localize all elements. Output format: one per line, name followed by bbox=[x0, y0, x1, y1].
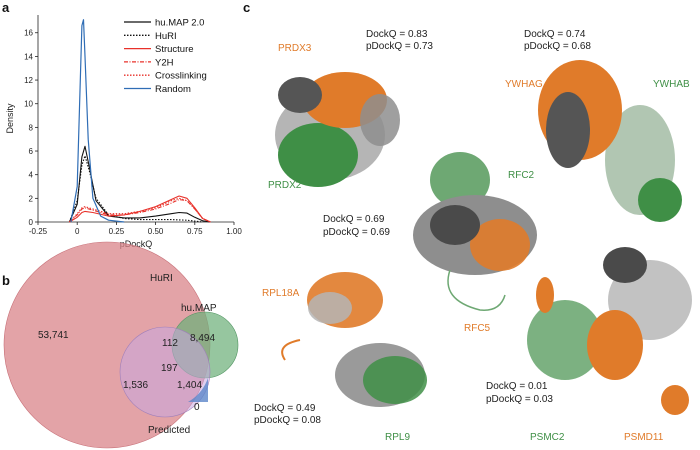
x-tick-label: 1.00 bbox=[226, 227, 242, 236]
structure-rfc5-rfc2: RFC2 RFC5 DockQ = 0.69 pDockQ = 0.69 bbox=[323, 152, 537, 334]
protein-chain-a bbox=[470, 219, 530, 271]
structure-dockq-1: DockQ = 0.83 bbox=[366, 29, 428, 40]
chart-lines bbox=[68, 19, 211, 223]
structure-label-psmd11: PSMD11 bbox=[624, 432, 664, 443]
structure-label-ywhab: YWHAB bbox=[653, 79, 690, 90]
protein-chain-a bbox=[587, 310, 643, 380]
y-tick-label: 16 bbox=[24, 29, 33, 38]
density-chart: -0.25 0 0.25 0.50 0.75 1.000246810121416pDock… bbox=[5, 15, 242, 249]
protein-chain-b bbox=[638, 178, 682, 222]
chart-axes: -0.25 0 0.25 0.50 0.75 1.000246810121416pDock… bbox=[5, 15, 242, 249]
y-tick-label: 6 bbox=[29, 147, 34, 156]
protein-chain-b bbox=[278, 123, 358, 187]
protein-chain-b bbox=[430, 152, 490, 208]
structure-psmd11-psmc2: PSMC2 PSMD11 DockQ = 0.01 pDockQ = 0.03 bbox=[486, 247, 692, 443]
venn-circle-predicted bbox=[119, 326, 211, 418]
x-axis-label: pDockQ bbox=[120, 239, 153, 249]
structure-label-prdx2: PRDX2 bbox=[268, 180, 302, 191]
series-line-random bbox=[70, 19, 125, 223]
panel-letter-a: a bbox=[2, 0, 10, 15]
venn-region-pred-only bbox=[188, 378, 208, 402]
structure-pdockq-4: pDockQ = 0.08 bbox=[254, 415, 321, 426]
legend-label: Y2H bbox=[155, 57, 174, 68]
venn-label-predicted: Predicted bbox=[148, 425, 190, 436]
series-line-crosslinking bbox=[68, 197, 211, 223]
venn-label-huri: HuRI bbox=[150, 273, 173, 284]
venn-count-huri-only: 53,741 bbox=[38, 330, 69, 341]
legend-label: Random bbox=[155, 84, 191, 95]
legend-label: Crosslinking bbox=[155, 71, 207, 82]
protein-chain-a-helix-2 bbox=[536, 277, 554, 313]
y-tick-label: 4 bbox=[29, 171, 34, 180]
protein-chain-dark bbox=[430, 205, 480, 245]
structure-ywhag-ywhab: YWHAG YWHAB DockQ = 0.74 pDockQ = 0.68 bbox=[505, 29, 690, 222]
structure-dockq-5: DockQ = 0.01 bbox=[486, 381, 548, 392]
structure-dockq-3: DockQ = 0.69 bbox=[323, 214, 385, 225]
structure-dockq-2: DockQ = 0.74 bbox=[524, 29, 586, 40]
structure-rpl18a-rpl9: RPL18A RPL9 DockQ = 0.49 pDockQ = 0.08 bbox=[254, 272, 427, 443]
protein-chain-dark bbox=[278, 77, 322, 113]
protein-chain-b bbox=[527, 300, 603, 380]
y-tick-label: 0 bbox=[29, 218, 34, 227]
structure-pdockq-3: pDockQ = 0.69 bbox=[323, 227, 390, 238]
y-tick-label: 12 bbox=[24, 76, 33, 85]
legend-label: Structure bbox=[155, 44, 194, 55]
structure-label-rfc2: RFC2 bbox=[508, 170, 535, 181]
y-tick-label: 14 bbox=[24, 52, 33, 61]
x-tick-label: -0.25 bbox=[29, 227, 48, 236]
protein-chain-b bbox=[363, 356, 427, 404]
structure-label-rpl9: RPL9 bbox=[385, 432, 410, 443]
y-tick-label: 2 bbox=[29, 194, 34, 203]
structure-prdx3-prdx2: PRDX3 PRDX2 DockQ = 0.83 pDockQ = 0.73 bbox=[268, 29, 433, 191]
venn-diagram: HuRI hu.MAP Predicted 53,741 8,494 112 1… bbox=[3, 241, 239, 449]
y-tick-label: 8 bbox=[29, 123, 34, 132]
structure-label-prdx3: PRDX3 bbox=[278, 43, 312, 54]
protein-chain-grey bbox=[308, 292, 352, 324]
structure-label-psmc2: PSMC2 bbox=[530, 432, 565, 443]
structure-label-rpl18a: RPL18A bbox=[262, 288, 300, 299]
panel-letter-b: b bbox=[2, 273, 10, 288]
protein-chain-dark bbox=[603, 247, 647, 283]
x-tick-label: 0.25 bbox=[109, 227, 125, 236]
structure-dockq-4: DockQ = 0.49 bbox=[254, 403, 316, 414]
protein-chain-a-helix bbox=[661, 385, 689, 415]
structure-label-rfc5: RFC5 bbox=[464, 323, 491, 334]
series-line-hu-map-2-0 bbox=[68, 145, 211, 223]
structure-pdockq-5: pDockQ = 0.03 bbox=[486, 394, 553, 405]
protein-loop bbox=[447, 269, 506, 311]
protein-chain-dark bbox=[546, 92, 590, 168]
venn-count-pred-only: 0 bbox=[194, 402, 200, 413]
structure-label-ywhag: YWHAG bbox=[505, 79, 543, 90]
legend-label: HuRI bbox=[155, 31, 177, 42]
y-tick-label: 10 bbox=[24, 100, 33, 109]
venn-count-huri-pred: 1,536 bbox=[123, 380, 148, 391]
x-tick-label: 0 bbox=[75, 227, 80, 236]
protein-chain-grey-2 bbox=[360, 94, 400, 146]
y-axis-label: Density bbox=[5, 103, 15, 134]
chart-legend: hu.MAP 2.0 HuRI Structure Y2H Crosslinking Ra… bbox=[124, 18, 207, 95]
venn-count-humap-only: 8,494 bbox=[190, 333, 215, 344]
x-tick-label: 0.50 bbox=[148, 227, 164, 236]
venn-count-humap-pred: 1,404 bbox=[177, 380, 202, 391]
series-line-y2h bbox=[69, 198, 211, 223]
panel-letter-c: c bbox=[243, 0, 250, 15]
structure-pdockq-1: pDockQ = 0.73 bbox=[366, 41, 433, 52]
venn-count-huri-humap: 112 bbox=[162, 338, 178, 349]
venn-count-all-three: 197 bbox=[161, 363, 178, 374]
legend-label: hu.MAP 2.0 bbox=[155, 18, 204, 29]
protein-loop bbox=[281, 339, 301, 361]
structure-pdockq-2: pDockQ = 0.68 bbox=[524, 41, 591, 52]
x-tick-label: 0.75 bbox=[187, 227, 203, 236]
venn-label-humap: hu.MAP bbox=[181, 303, 217, 314]
